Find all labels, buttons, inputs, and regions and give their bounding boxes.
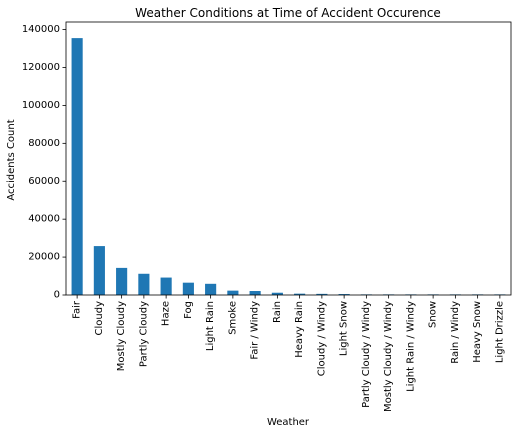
x-tick-label: Heavy Snow <box>472 301 483 363</box>
chart-title: Weather Conditions at Time of Accident O… <box>135 6 441 20</box>
x-tick-label: Fair <box>72 300 83 319</box>
y-tick-label: 20000 <box>28 252 60 263</box>
bar-fair-windy <box>249 291 261 295</box>
bar-mostly-cloudy <box>116 267 128 295</box>
x-tick-label: Partly Cloudy / Windy <box>361 301 372 408</box>
y-tick-label: 100000 <box>22 100 60 111</box>
bar-light-snow <box>338 294 350 295</box>
bar-partly-cloudy <box>138 273 150 295</box>
bar-fair <box>71 38 83 296</box>
y-tick-label: 120000 <box>22 62 60 73</box>
y-tick-label: 80000 <box>28 138 60 149</box>
x-tick-label: Snow <box>428 301 439 328</box>
x-tick-label: Light Snow <box>339 301 350 356</box>
x-tick-label: Cloudy <box>94 301 105 336</box>
plot-area: Fair Cloudy Mostly Cloudy Partly Cloudy Haze… <box>22 21 512 412</box>
x-tick-label: Heavy Rain <box>294 301 305 358</box>
plot-frame <box>65 21 512 296</box>
bar-fog <box>182 282 194 295</box>
x-tick-label: Mostly Cloudy / Windy <box>383 301 394 412</box>
bar-haze <box>160 277 172 295</box>
x-tick-label: Cloudy / Windy <box>316 301 327 376</box>
x-tick-label: Fair / Windy <box>250 301 261 360</box>
y-axis-label: Accidents Count <box>6 119 17 200</box>
y-tick-label: 40000 <box>28 214 60 225</box>
bar-heavy-rain <box>294 293 306 295</box>
bar-cloudy-windy <box>316 293 328 295</box>
x-tick-label: Light Rain <box>205 301 216 351</box>
bar-rain <box>271 292 283 295</box>
x-tick-label: Rain / Windy <box>450 301 461 364</box>
x-tick-label: Rain <box>272 301 283 323</box>
x-tick-label: Haze <box>161 301 172 326</box>
x-tick-label: Light Rain / Windy <box>405 301 416 392</box>
y-tick-label: 0 <box>54 290 60 301</box>
x-tick-label: Fog <box>183 301 194 319</box>
y-tick-label: 60000 <box>28 176 60 187</box>
x-tick-label: Mostly Cloudy <box>116 301 127 371</box>
y-tick-label: 140000 <box>22 24 60 35</box>
bar-cloudy <box>93 246 105 295</box>
bar-light-rain <box>205 283 217 295</box>
x-tick-label: Light Drizzle <box>494 301 505 363</box>
bar-smoke <box>227 290 239 295</box>
x-tick-label: Partly Cloudy <box>138 301 149 367</box>
x-axis-label: Weather <box>267 417 310 428</box>
x-tick-label: Smoke <box>227 301 238 335</box>
